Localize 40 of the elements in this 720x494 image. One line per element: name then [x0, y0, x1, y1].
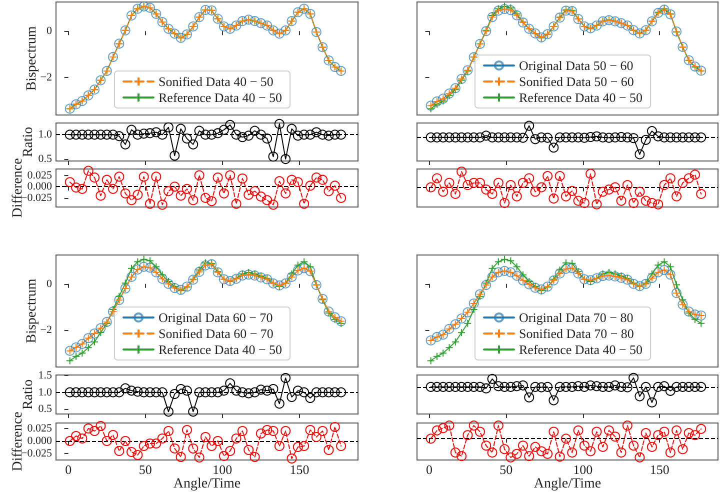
y-axis-title: Ratio: [21, 379, 36, 410]
x-tick-label: 150: [290, 462, 310, 477]
y-tick-label: 1.0: [38, 386, 52, 398]
x-tick-label: 50: [500, 462, 513, 477]
y-tick-label: −0.025: [21, 448, 52, 460]
y-axis-title: Bispectrum: [24, 278, 40, 344]
y-axis-title: Ratio: [21, 126, 36, 158]
legend-label: Original Data 70 − 80: [519, 310, 634, 325]
legend-label: Original Data 50 − 60: [519, 58, 634, 73]
x-tick-label: 100: [573, 462, 593, 477]
legend-label: Sonified Data 70 − 80: [519, 326, 634, 341]
x-tick-label: 100: [212, 462, 232, 477]
x-axis-title: Angle/Time: [173, 476, 241, 492]
y-axis-title: Bispectrum: [24, 26, 40, 91]
y-tick-label: −0.025: [21, 192, 52, 204]
y-tick-label: 1.0: [38, 128, 52, 141]
legend-label: Reference Data 40 − 50: [519, 90, 643, 105]
legend-label: Reference Data 40 − 50: [158, 342, 282, 357]
legend-label: Original Data 60 − 70: [158, 310, 273, 325]
x-tick-label: 150: [650, 462, 670, 477]
legend-label: Sonified Data 40 − 50: [158, 74, 274, 89]
y-tick-label: 0.025: [27, 169, 52, 182]
y-tick-label: −2: [40, 72, 52, 84]
y-tick-label: 0: [46, 278, 52, 290]
legend-label: Sonified Data 60 − 70: [158, 326, 274, 341]
legend-label: Sonified Data 50 − 60: [519, 74, 634, 89]
y-tick-label: 0.5: [38, 153, 52, 166]
y-tick-label: 0.025: [27, 422, 52, 434]
y-tick-label: −2: [40, 324, 52, 336]
legend-label: Reference Data 40 − 50: [519, 342, 643, 357]
x-tick-label: 0: [65, 462, 72, 477]
y-tick-label: 0.000: [27, 435, 52, 447]
y-tick-label: 1.5: [38, 370, 52, 382]
legend-label: Reference Data 40 − 50: [158, 90, 282, 105]
y-tick-label: 0.5: [38, 403, 52, 415]
y-tick-label: 0: [46, 25, 52, 38]
x-axis-title: Angle/Time: [534, 476, 602, 492]
x-tick-label: 0: [426, 462, 433, 477]
x-tick-label: 50: [138, 462, 152, 477]
y-tick-label: 0.000: [27, 180, 52, 193]
